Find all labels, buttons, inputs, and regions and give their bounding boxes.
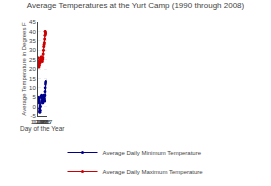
svg-text:0: 0 (32, 104, 36, 110)
svg-text:12/55: 12/55 (32, 119, 48, 125)
svg-text:40: 40 (29, 29, 36, 35)
svg-text:4/17: 4/17 (41, 119, 53, 125)
svg-text:10: 10 (29, 85, 36, 91)
svg-text:Average Daily Maximum Temperat: Average Daily Maximum Temperature (103, 169, 204, 175)
svg-text:35: 35 (29, 38, 36, 44)
svg-text:20: 20 (29, 66, 36, 72)
svg-text:3/8: 3/8 (40, 119, 49, 125)
svg-text:1/7: 1/7 (36, 119, 45, 125)
svg-text:Average Temperatures at the Yu: Average Temperatures at the Yurt Camp (1… (27, 1, 245, 10)
svg-text:-5: -5 (30, 113, 36, 119)
svg-text:5: 5 (32, 94, 36, 100)
svg-text:3/25: 3/25 (39, 119, 51, 125)
svg-text:Average Temperature in Degrees: Average Temperature in Degrees F (21, 22, 27, 116)
svg-text:Average Daily Minimum Temperat: Average Daily Minimum Temperature (103, 150, 202, 156)
svg-text:25: 25 (29, 57, 36, 63)
svg-text:2/16: 2/16 (37, 119, 49, 125)
svg-text:30: 30 (29, 47, 36, 53)
svg-text:1/27: 1/27 (36, 119, 48, 125)
svg-text:45: 45 (29, 19, 36, 25)
svg-text:11/28: 11/28 (31, 119, 46, 125)
svg-text:Day of the Year: Day of the Year (20, 125, 65, 133)
svg-text:15: 15 (29, 76, 36, 82)
